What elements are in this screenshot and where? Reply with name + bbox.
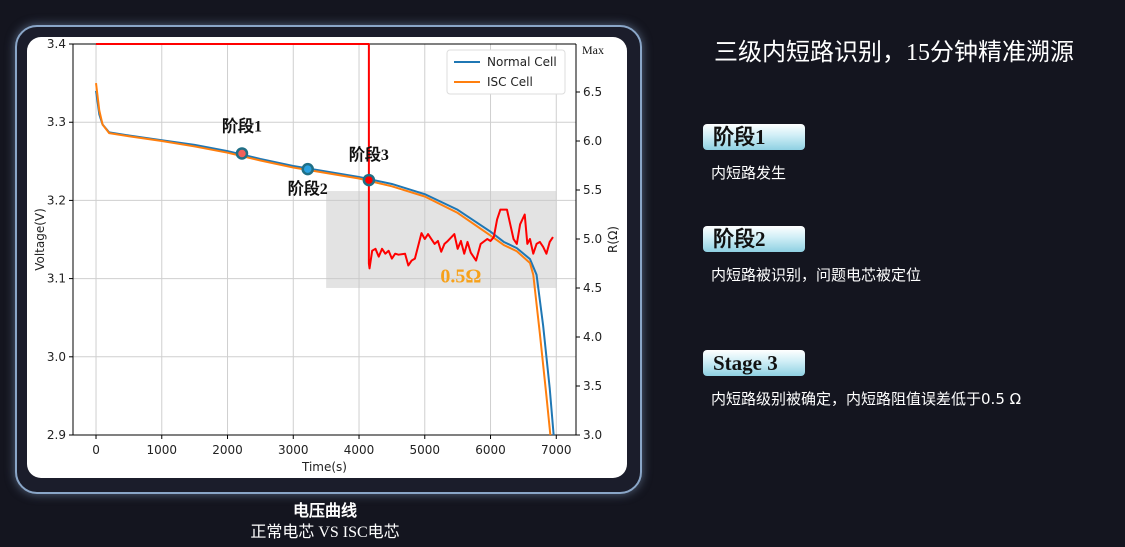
y-axis-label: Voltage(V) [33,208,47,271]
y-tick-label: 3.3 [47,115,66,129]
legend-label: ISC Cell [487,75,533,89]
y-tick-label: 3.4 [47,37,66,51]
chart-card: 0 1000 2000 3000 4000 5000 6000 7000 2.9 3.0 3.1 3.… [27,37,627,478]
x-tick-label: 6000 [475,443,506,457]
y2-tick-label: 3.5 [583,379,602,393]
stage-2-description: 内短路被识别，问题电芯被定位 [711,266,922,284]
x-tick-label: 7000 [541,443,572,457]
y2-tick-label: 4.5 [583,281,602,295]
y2-axis-label: R(Ω) [606,226,620,253]
x-tick-label: 5000 [409,443,440,457]
stage-1-badge: 阶段1 [703,124,805,150]
x-axis-label: Time(s) [301,460,347,474]
x-tick-label: 0 [92,443,100,457]
y-tick-label: 3.2 [47,193,66,207]
stage-marker [235,147,249,160]
y2-tick-label: 5.0 [583,232,602,246]
y-tick-label: 2.9 [47,428,66,442]
y-tick-label: 3.0 [47,350,66,364]
y2-tick-label: 5.5 [583,183,602,197]
y2-tick-label: 6.5 [583,85,602,99]
y-tick-label: 3.1 [47,272,66,286]
chart-caption-title: 电压曲线 [292,503,357,520]
stage-marker-label: 阶段1 [222,116,262,135]
stage-marker [301,162,314,176]
stage-marker-label: 阶段2 [288,179,328,198]
stage-3-description: 内短路级别被确定，内短路阻值误差低于0.5 Ω [711,390,1022,408]
x-tick-label: 4000 [344,443,375,457]
stage-3-badge: Stage 3 [703,350,805,376]
voltage-chart: 0 1000 2000 3000 4000 5000 6000 7000 2.9 3.0 3.1 3.… [33,37,620,474]
x-tick-label: 3000 [278,443,309,457]
chart-caption-subtitle: 正常电芯 VS ISC电芯 [250,524,400,541]
stage-marker [362,173,376,187]
legend-label: Normal Cell [487,55,557,69]
resistance-line [96,43,554,270]
y2-max-label: Max [582,43,604,57]
stage-2-badge: 阶段2 [703,226,805,252]
slide-title: 三级内短路识别，15分钟精准溯源 [714,40,1074,66]
y2-tick-label: 6.0 [583,134,602,148]
x-tick-label: 1000 [146,443,177,457]
y2-tick-label: 4.0 [583,330,602,344]
isc-cell-line [95,82,552,436]
resistance-annotation: 0.5Ω [440,266,481,288]
x-tick-label: 2000 [212,443,243,457]
y2-tick-label: 3.0 [583,428,602,442]
stage-1-description: 内短路发生 [711,164,787,182]
stage-marker-label: 阶段3 [349,145,389,164]
